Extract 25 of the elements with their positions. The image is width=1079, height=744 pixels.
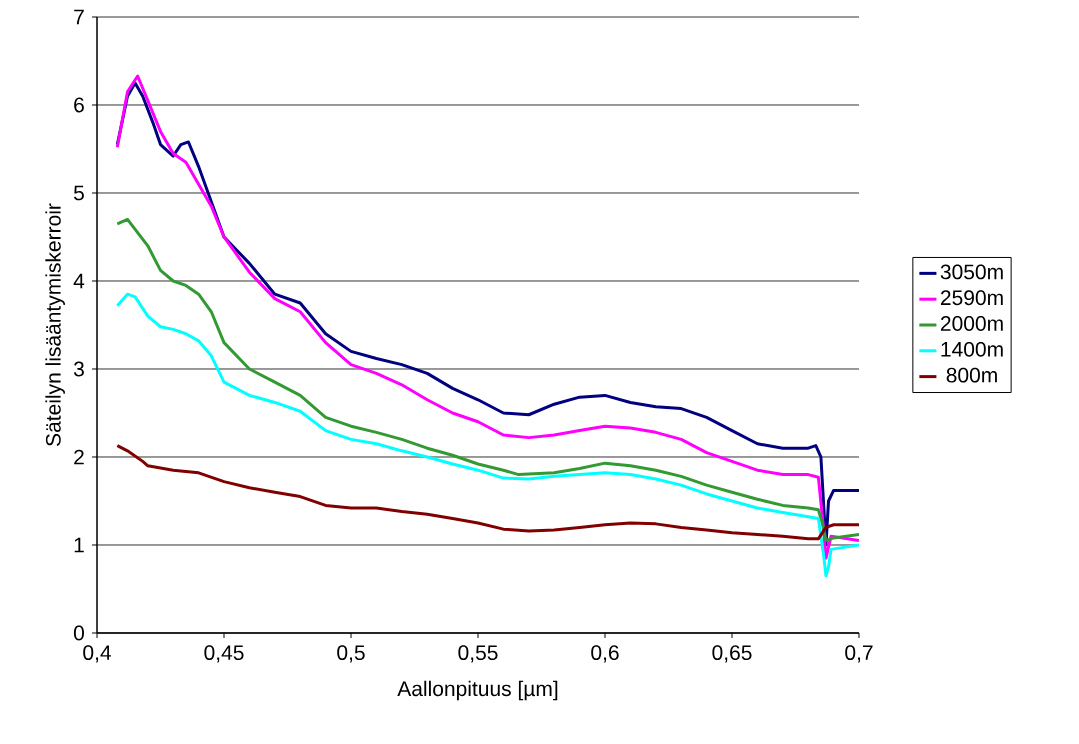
- y-axis-title: Säteilyn lisääntymiskerroir: [45, 203, 65, 446]
- y-tick-label: 5: [73, 185, 84, 201]
- legend-label: 2000m: [940, 316, 1003, 331]
- line-series: [115, 444, 859, 541]
- x-tick-label: 0,6: [591, 645, 619, 663]
- y-tick-label: 6: [74, 97, 84, 113]
- y-tick-label: 2: [74, 449, 84, 465]
- x-tick-label: 0,4: [83, 645, 111, 663]
- y-tick-label: 3: [73, 361, 84, 377]
- legend-label: 3050m: [940, 264, 1003, 280]
- y-tick-label: 0: [73, 625, 84, 641]
- line-series: [115, 217, 859, 543]
- legend-label: 800m: [946, 367, 997, 383]
- x-axis-title: Aallonpituus [µm]: [397, 680, 558, 701]
- x-tick-label: 0,55: [458, 645, 498, 663]
- x-tick-label: 0,7: [845, 645, 873, 663]
- y-tick-label: 1: [74, 537, 84, 553]
- line-series: [115, 292, 859, 578]
- x-tick-label: 0,65: [712, 645, 752, 663]
- x-tick-label: 0,5: [337, 645, 365, 663]
- legend-label: 1400m: [941, 341, 1003, 357]
- legend-label: 2590m: [940, 290, 1003, 306]
- y-tick-label: 7: [74, 9, 84, 25]
- x-tick-label: 0,45: [204, 645, 244, 663]
- y-tick-label: 4: [73, 273, 85, 289]
